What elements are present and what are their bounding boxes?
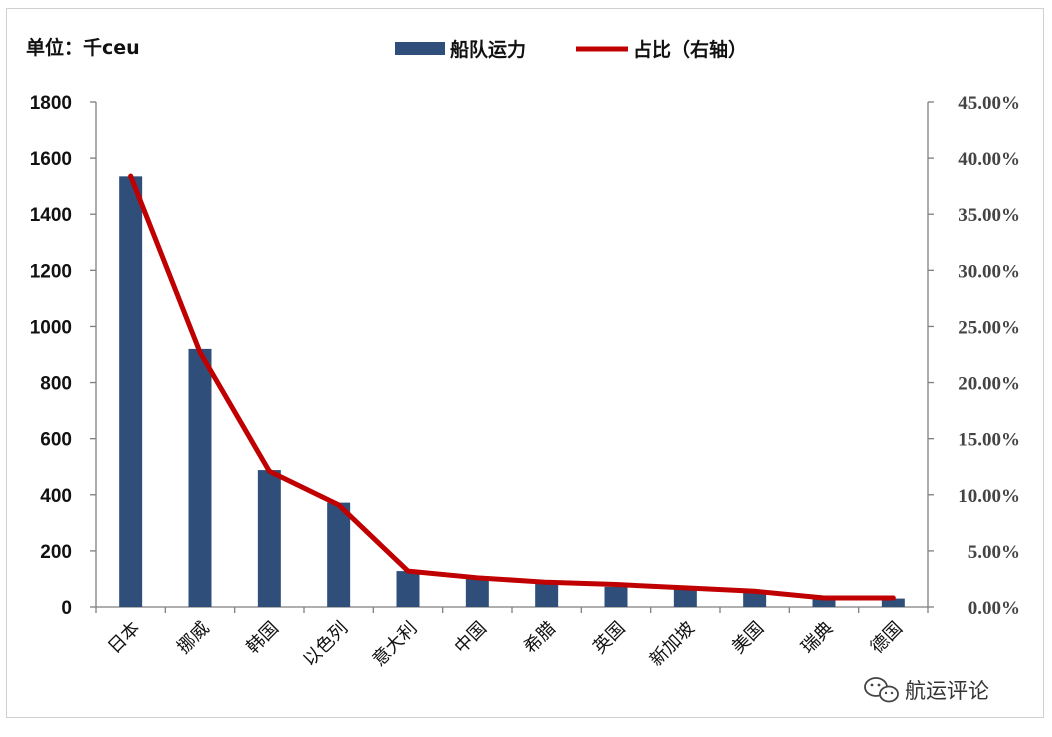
category-label: 新加坡 xyxy=(646,618,699,671)
left-tick-label: 200 xyxy=(40,542,72,563)
legend-line-label: 占比（右轴） xyxy=(633,38,747,61)
left-tick-label: 1800 xyxy=(30,93,72,114)
bar xyxy=(465,577,489,607)
category-label: 意大利 xyxy=(369,618,422,671)
bar xyxy=(119,176,143,607)
left-tick-label: 800 xyxy=(40,374,72,395)
category-label: 德国 xyxy=(867,618,907,658)
right-tick-label: 5.00% xyxy=(968,542,1020,563)
watermark: 航运评论 xyxy=(864,677,989,703)
left-tick-label: 0 xyxy=(61,598,72,619)
bar xyxy=(327,502,351,607)
bar xyxy=(881,598,905,607)
left-tick-label: 1600 xyxy=(30,149,72,170)
right-tick-label: 45.00% xyxy=(958,93,1020,114)
right-tick-labels: 0.00% 5.00% 10.00% 15.00% 20.00% 25.00% 30.00%… xyxy=(958,93,1020,619)
right-tick-label: 15.00% xyxy=(958,430,1020,451)
bar xyxy=(257,470,281,607)
category-label: 中国 xyxy=(451,618,491,658)
bar xyxy=(673,589,697,607)
bar xyxy=(604,586,628,607)
bar xyxy=(812,599,836,607)
line-series xyxy=(128,173,896,601)
bar xyxy=(188,348,212,607)
left-tick-label: 600 xyxy=(40,430,72,451)
category-label: 瑞典 xyxy=(797,618,837,658)
axes xyxy=(90,101,934,613)
right-tick-label: 30.00% xyxy=(958,261,1020,282)
category-label: 以色列 xyxy=(299,618,352,671)
share-line xyxy=(128,173,896,601)
right-tick-label: 10.00% xyxy=(958,486,1020,507)
bar xyxy=(535,583,559,607)
right-tick-label: 25.00% xyxy=(958,317,1020,338)
bars xyxy=(119,176,905,607)
right-tick-label: 35.00% xyxy=(958,205,1020,226)
watermark-text: 航运评论 xyxy=(905,679,989,703)
wechat-icon xyxy=(864,677,899,703)
category-label: 挪威 xyxy=(173,618,213,658)
category-labels: 日本 挪威 韩国 以色列 意大利 中国 希腊 英国 新加坡 美国 瑞典 德国 xyxy=(104,618,907,671)
category-label: 美国 xyxy=(728,618,768,658)
left-tick-label: 1000 xyxy=(30,317,72,338)
bar xyxy=(396,571,420,607)
category-label: 韩国 xyxy=(243,618,283,658)
category-label: 希腊 xyxy=(520,618,560,658)
unit-label: 单位：千ceu xyxy=(26,36,140,59)
left-tick-label: 1400 xyxy=(30,205,72,226)
left-tick-label: 400 xyxy=(40,486,72,507)
legend: 船队运力 占比（右轴） xyxy=(395,38,747,61)
left-tick-labels: 0 200 400 600 800 1000 1200 1400 1600 1800 xyxy=(30,93,72,619)
bar xyxy=(743,591,767,607)
right-tick-label: 20.00% xyxy=(958,374,1020,395)
category-label: 日本 xyxy=(104,618,144,658)
legend-bar-swatch xyxy=(395,42,445,55)
right-tick-label: 40.00% xyxy=(958,149,1020,170)
category-label: 英国 xyxy=(589,618,629,658)
left-tick-label: 1200 xyxy=(30,261,72,282)
legend-bar-label: 船队运力 xyxy=(450,38,526,61)
right-tick-label: 0.00% xyxy=(968,598,1020,619)
